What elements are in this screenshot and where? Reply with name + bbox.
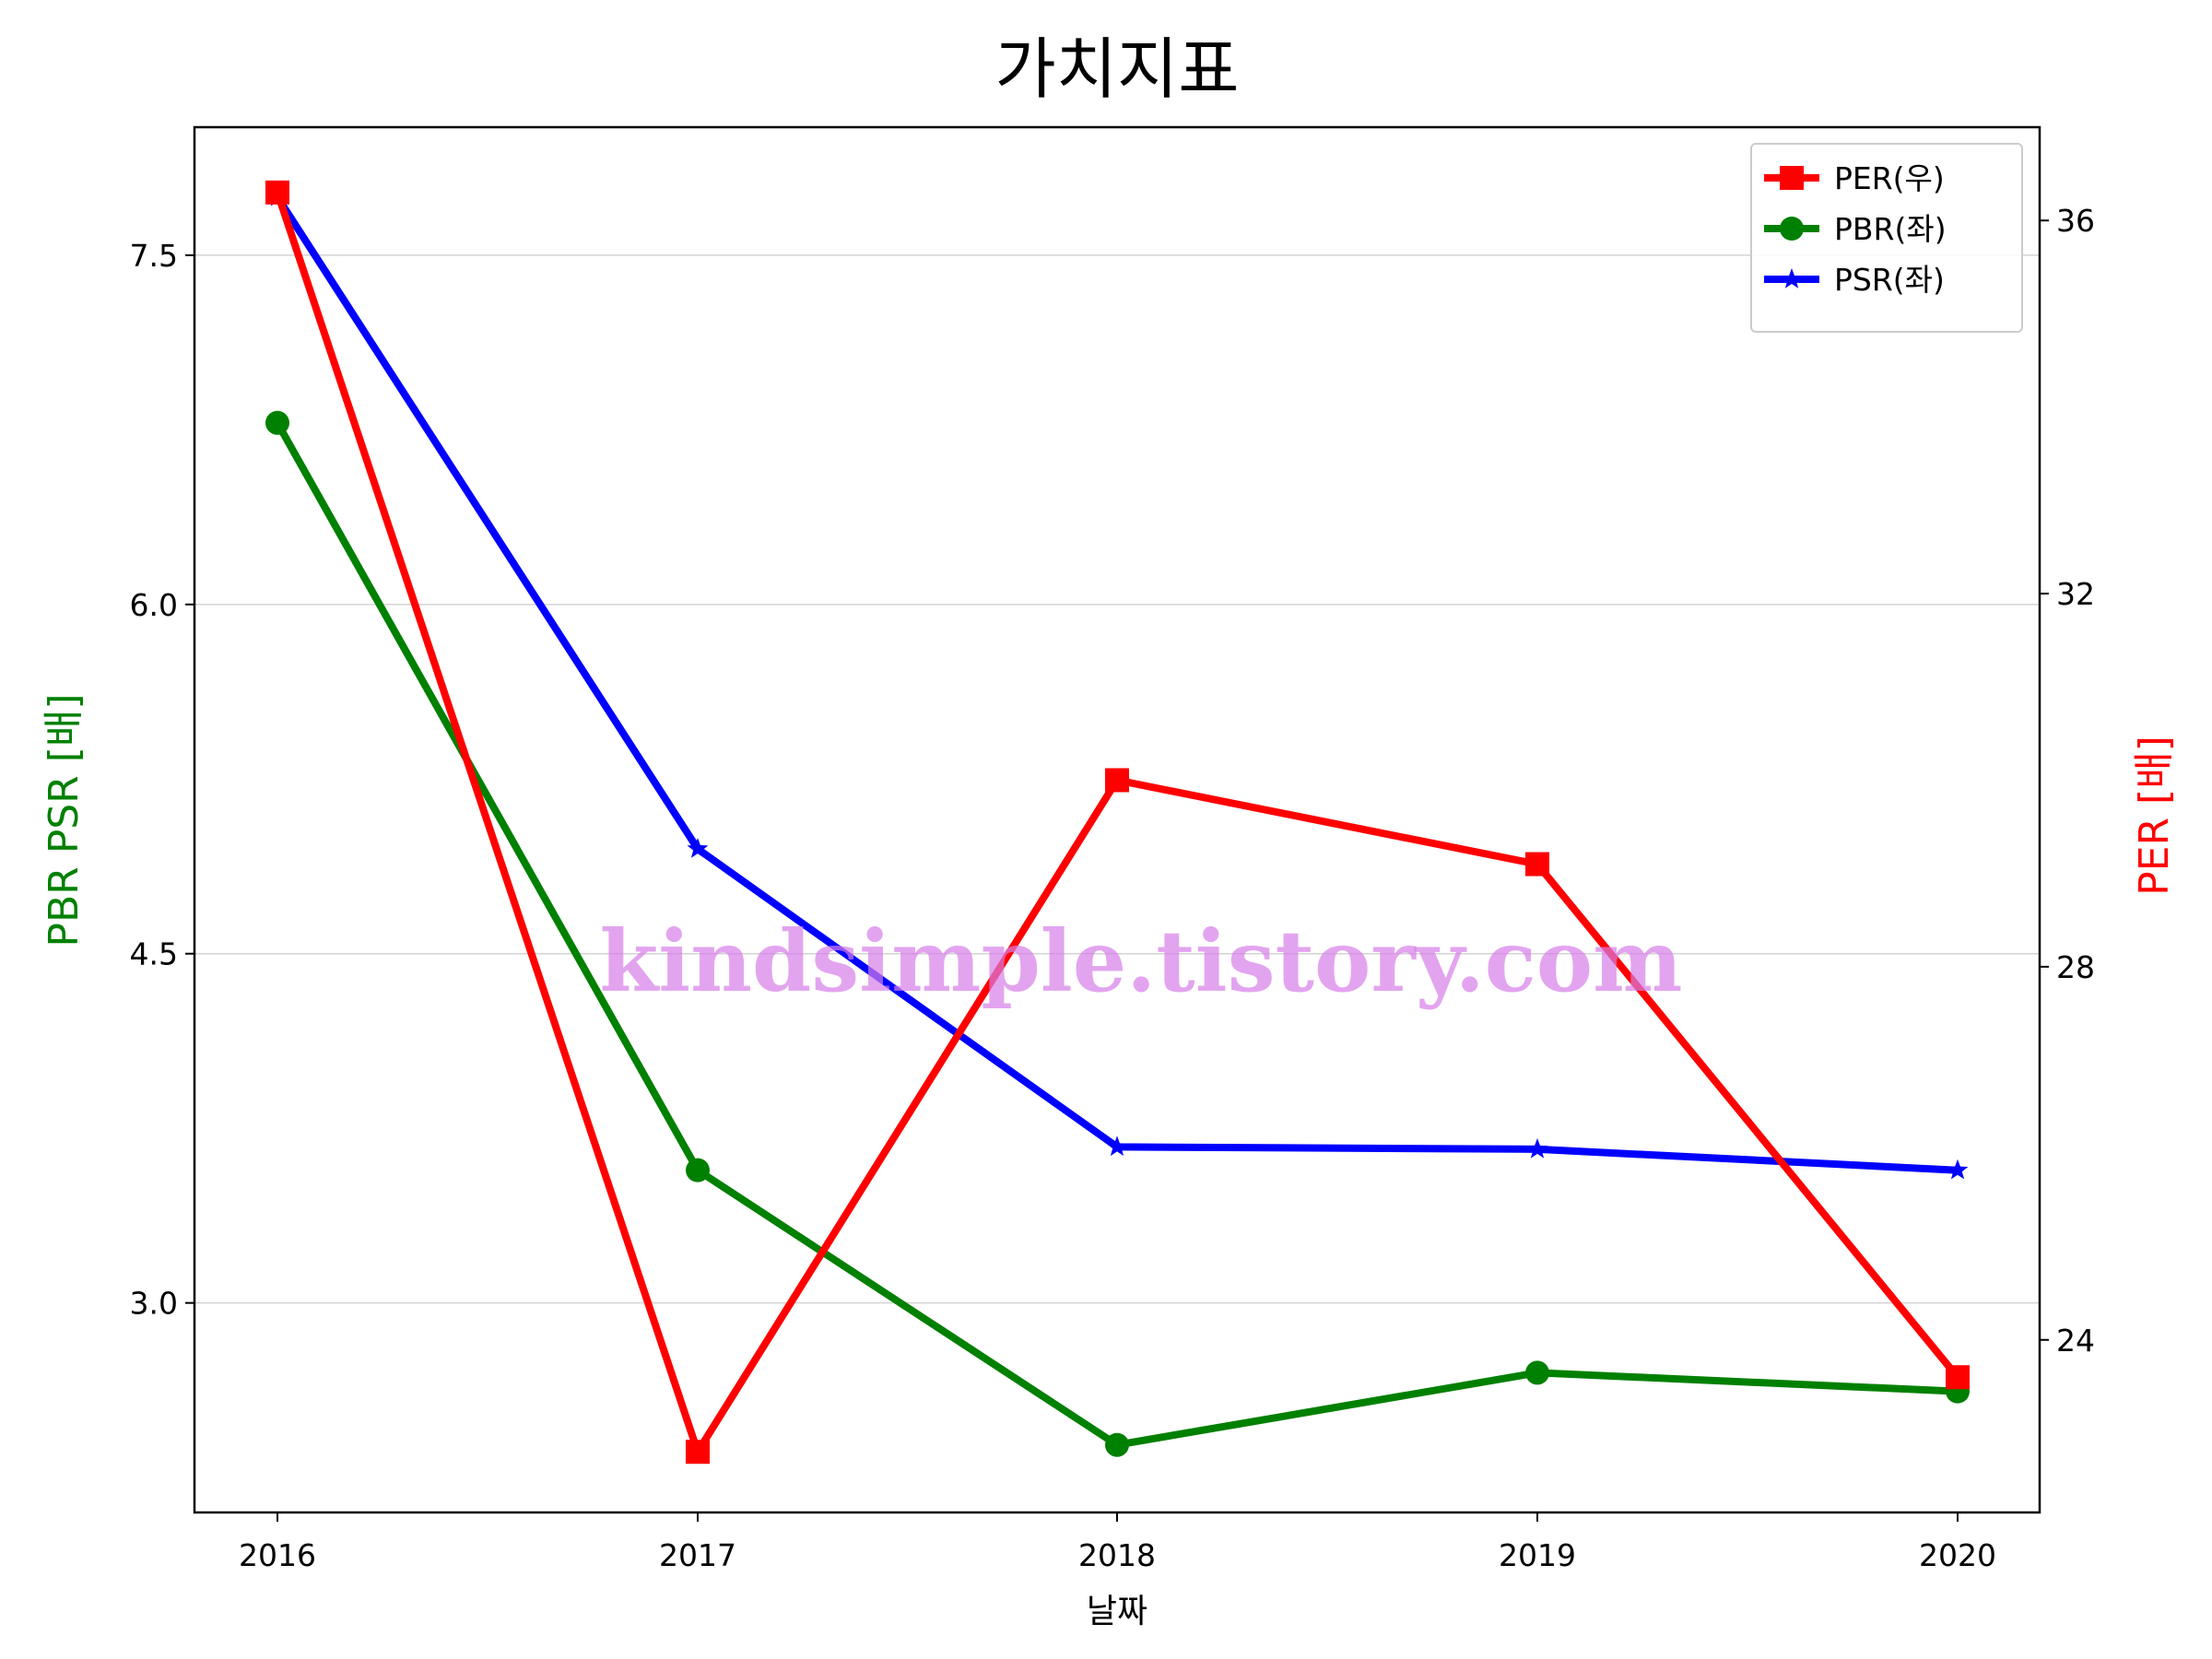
watermark-text: kindsimple.tistory.com	[599, 912, 1682, 1011]
legend-marker	[1780, 217, 1804, 241]
data-point	[1947, 1159, 1969, 1180]
right-y-tick-label: 36	[2056, 203, 2095, 239]
left-y-tick-label: 6.0	[130, 587, 178, 623]
x-tick-label: 2020	[1919, 1537, 1996, 1573]
x-tick-label: 2017	[659, 1537, 736, 1573]
left-y-axis: 3.0 4.5 6.0 7.5	[130, 238, 194, 1322]
right-y-tick-label: 32	[2056, 576, 2095, 612]
left-y-axis-label: PBR PSR [배]	[41, 693, 88, 947]
data-point	[1946, 1365, 1970, 1389]
x-axis-label: 날짜	[1087, 1593, 1147, 1630]
right-y-tick-label: 24	[2056, 1323, 2095, 1359]
left-y-tick-label: 7.5	[130, 238, 178, 274]
data-point	[1525, 853, 1549, 877]
series-line	[277, 197, 1958, 1171]
data-point	[1527, 1138, 1548, 1159]
series-PER(우)	[265, 181, 1970, 1464]
series-layer	[265, 181, 1970, 1464]
left-y-tick-label: 3.0	[130, 1286, 178, 1322]
data-point	[265, 411, 289, 435]
legend-label: PSR(좌)	[1834, 262, 1945, 298]
data-point	[1105, 768, 1129, 792]
chart-title: 가치지표	[995, 30, 1240, 108]
legend-label: PER(우)	[1834, 160, 1945, 196]
series-PSR(좌)	[267, 186, 1969, 1180]
x-axis: 2016 2017 2018 2019 2020	[239, 1512, 1996, 1573]
data-point	[686, 1159, 710, 1182]
right-y-tick-label: 28	[2056, 949, 2095, 985]
right-y-axis-label: PER [배]	[2131, 735, 2178, 896]
x-tick-label: 2018	[1078, 1537, 1156, 1573]
right-y-axis: 24 28 32 36	[2040, 203, 2095, 1359]
data-point	[686, 1440, 710, 1464]
legend-label: PBR(좌)	[1834, 211, 1947, 247]
data-point	[265, 181, 289, 205]
left-y-tick-label: 4.5	[130, 936, 178, 972]
x-tick-label: 2016	[239, 1537, 316, 1573]
series-line	[277, 193, 1958, 1452]
legend: PER(우) PBR(좌) PSR(좌)	[1751, 144, 2022, 332]
legend-marker	[1780, 166, 1804, 190]
data-point	[1525, 1360, 1549, 1384]
x-tick-label: 2019	[1499, 1537, 1576, 1573]
data-point	[1105, 1433, 1129, 1457]
plot-frame	[194, 127, 2040, 1512]
